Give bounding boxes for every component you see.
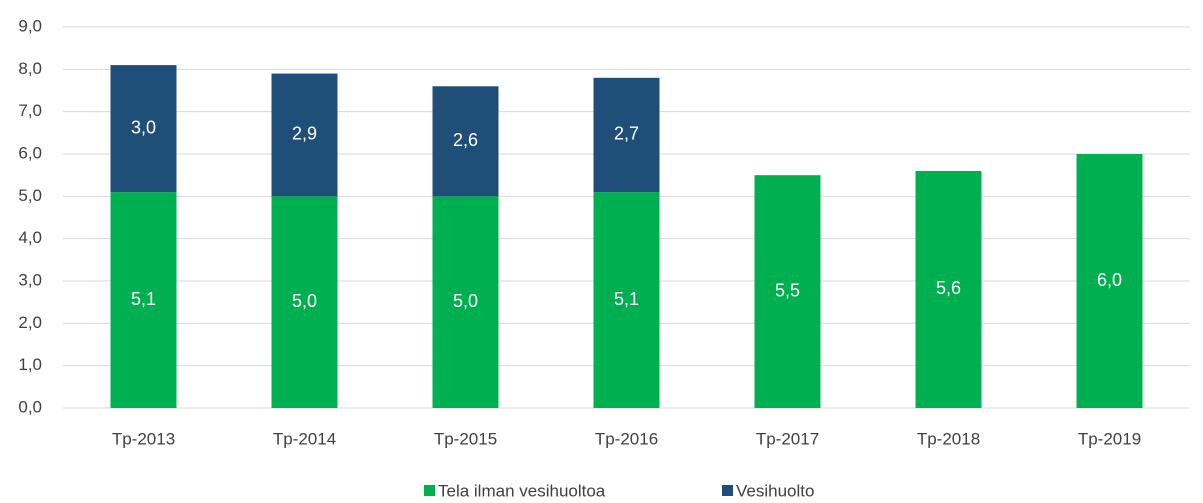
legend-swatch [722, 485, 733, 496]
y-tick-label: 9,0 [18, 16, 42, 35]
x-tick-label: Tp-2015 [434, 429, 497, 448]
y-tick-label: 5,0 [18, 186, 42, 205]
y-tick-label: 6,0 [18, 143, 42, 162]
value-label: 2,9 [292, 124, 317, 144]
y-tick-label: 4,0 [18, 228, 42, 247]
value-label: 5,0 [292, 291, 317, 311]
value-label: 5,1 [131, 289, 156, 309]
bar-segment [432, 196, 499, 408]
x-tick-label: Tp-2014 [273, 429, 336, 448]
value-label: 5,1 [614, 289, 639, 309]
x-tick-label: Tp-2016 [595, 429, 658, 448]
legend-label: Tela ilman vesihuoltoa [438, 481, 606, 500]
value-label: 3,0 [131, 117, 156, 137]
bar-segment [271, 196, 338, 408]
value-label: 2,7 [614, 124, 639, 144]
bar-segment [110, 65, 177, 193]
bar-segment [432, 86, 499, 197]
value-label: 5,0 [453, 291, 478, 311]
y-tick-label: 3,0 [18, 270, 42, 289]
value-label: 5,6 [936, 278, 961, 298]
bar-segment [915, 170, 982, 408]
value-label: 6,0 [1097, 270, 1122, 290]
value-label: 5,5 [775, 280, 800, 300]
y-tick-label: 7,0 [18, 101, 42, 120]
bar-segment [593, 192, 660, 408]
legend-label: Vesihuolto [736, 481, 814, 500]
x-tick-label: Tp-2017 [756, 429, 819, 448]
x-tick-label: Tp-2013 [112, 429, 175, 448]
bar-segment [1076, 154, 1143, 408]
value-label: 2,6 [453, 130, 478, 150]
bar-segment [110, 192, 177, 408]
x-tick-label: Tp-2018 [917, 429, 980, 448]
y-tick-label: 1,0 [18, 355, 42, 374]
bar-segment [271, 73, 338, 197]
bar-segment [754, 175, 821, 408]
x-tick-label: Tp-2019 [1078, 429, 1141, 448]
bar-segment [593, 77, 660, 193]
y-tick-label: 0,0 [18, 397, 42, 416]
y-tick-label: 8,0 [18, 59, 42, 78]
y-tick-label: 2,0 [18, 313, 42, 332]
legend-swatch [424, 485, 435, 496]
